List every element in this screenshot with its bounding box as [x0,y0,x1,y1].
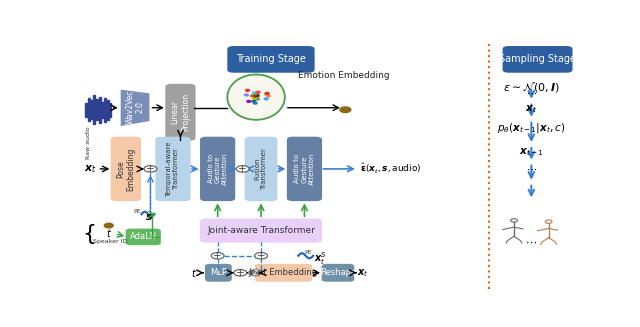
Bar [96,99,98,120]
Bar [109,103,111,117]
Text: $\boldsymbol{x}_{t-1}$: $\boldsymbol{x}_{t-1}$ [519,146,544,158]
Circle shape [253,93,257,95]
Text: $p_\theta(\boldsymbol{x}_{t-1}|\boldsymbol{x}_t, c)$: $p_\theta(\boldsymbol{x}_{t-1}|\boldsymb… [497,121,566,135]
Circle shape [255,95,259,96]
Text: +: + [213,251,222,261]
Text: PE: PE [133,209,141,214]
FancyBboxPatch shape [200,218,322,243]
Circle shape [254,95,257,97]
Bar [104,98,106,122]
Circle shape [264,98,268,100]
Circle shape [104,223,113,228]
Circle shape [264,93,268,95]
Text: PE: PE [305,250,312,255]
Text: Emotion Embedding: Emotion Embedding [298,71,390,80]
Bar [88,98,90,121]
Circle shape [253,96,257,98]
Bar [90,100,92,119]
Text: Audio to
Gesture
Attention: Audio to Gesture Attention [294,153,314,185]
Circle shape [266,95,270,97]
Circle shape [251,95,255,97]
Text: +: + [236,268,244,278]
Text: Joint-aware Transformer: Joint-aware Transformer [207,226,315,235]
Text: Temporal-aware
Transformer: Temporal-aware Transformer [166,141,179,197]
FancyBboxPatch shape [156,137,191,201]
Circle shape [252,91,256,93]
Text: {: { [82,224,96,244]
Text: Reshape: Reshape [320,268,356,277]
Circle shape [234,269,246,276]
Circle shape [255,252,268,259]
Circle shape [253,97,256,99]
Text: MLP: MLP [210,268,227,277]
Circle shape [255,98,259,100]
Text: $\boldsymbol{x}_t$: $\boldsymbol{x}_t$ [84,163,97,175]
Text: $\boldsymbol{s}$: $\boldsymbol{s}$ [145,212,154,222]
Circle shape [340,107,351,112]
Text: $t$: $t$ [106,227,112,239]
Text: +: + [257,251,266,261]
Circle shape [253,102,257,104]
FancyBboxPatch shape [227,46,315,73]
Bar [93,95,95,124]
Text: AdaLN: AdaLN [130,232,157,241]
Circle shape [144,166,157,172]
Text: Raw audio: Raw audio [86,126,92,159]
FancyBboxPatch shape [205,264,232,282]
Polygon shape [121,90,150,126]
Circle shape [248,269,262,277]
Text: Linear
Projection: Linear Projection [171,93,190,131]
Circle shape [247,100,251,102]
Circle shape [211,252,224,259]
Text: Joint Embedding: Joint Embedding [249,268,318,277]
FancyBboxPatch shape [502,46,573,73]
Text: $z$: $z$ [252,268,259,277]
FancyBboxPatch shape [321,264,355,282]
Circle shape [266,93,269,94]
Circle shape [253,97,257,99]
Text: Pose
Embedding: Pose Embedding [116,147,136,191]
Text: Wav2Vec
2.0: Wav2Vec 2.0 [125,90,145,124]
Text: Training Stage: Training Stage [236,54,306,64]
Text: +: + [238,164,247,174]
Bar [107,100,109,120]
FancyBboxPatch shape [111,137,141,201]
Text: Audio to
Gesture
Attention: Audio to Gesture Attention [207,153,228,185]
Circle shape [236,166,249,172]
Bar [99,96,100,123]
Text: $t$: $t$ [191,267,197,279]
FancyBboxPatch shape [125,229,161,245]
Circle shape [256,91,260,93]
Text: Speaker ID: Speaker ID [93,239,127,244]
FancyBboxPatch shape [244,137,277,201]
Ellipse shape [227,75,285,120]
Text: Fusion
Transformer: Fusion Transformer [255,148,268,190]
FancyBboxPatch shape [200,137,236,201]
Text: $\cdots$: $\cdots$ [526,164,537,174]
Bar [101,102,103,118]
Circle shape [244,94,248,96]
FancyBboxPatch shape [165,84,196,141]
Text: $\boldsymbol{x}_t^S$: $\boldsymbol{x}_t^S$ [314,250,327,267]
Circle shape [246,89,250,91]
Text: $\boldsymbol{x}_t$: $\boldsymbol{x}_t$ [357,267,369,279]
Circle shape [252,100,256,102]
Bar [85,103,87,117]
FancyBboxPatch shape [287,137,322,201]
FancyBboxPatch shape [255,264,312,282]
Text: $\varepsilon \sim \mathcal{N}(0, \boldsymbol{I})$: $\varepsilon \sim \mathcal{N}(0, \boldsy… [503,80,560,94]
Text: +: + [146,164,155,174]
Circle shape [255,95,259,97]
Text: $\cdots$: $\cdots$ [525,237,538,247]
Text: $\boldsymbol{x}_t$: $\boldsymbol{x}_t$ [525,103,538,115]
Text: $\hat{\boldsymbol{\varepsilon}}(\boldsymbol{x}_t, \boldsymbol{s}, \mathrm{audio}: $\hat{\boldsymbol{\varepsilon}}(\boldsym… [360,162,422,176]
Text: Sampling Stage: Sampling Stage [499,54,576,64]
Text: $\cdots$: $\cdots$ [526,88,537,98]
